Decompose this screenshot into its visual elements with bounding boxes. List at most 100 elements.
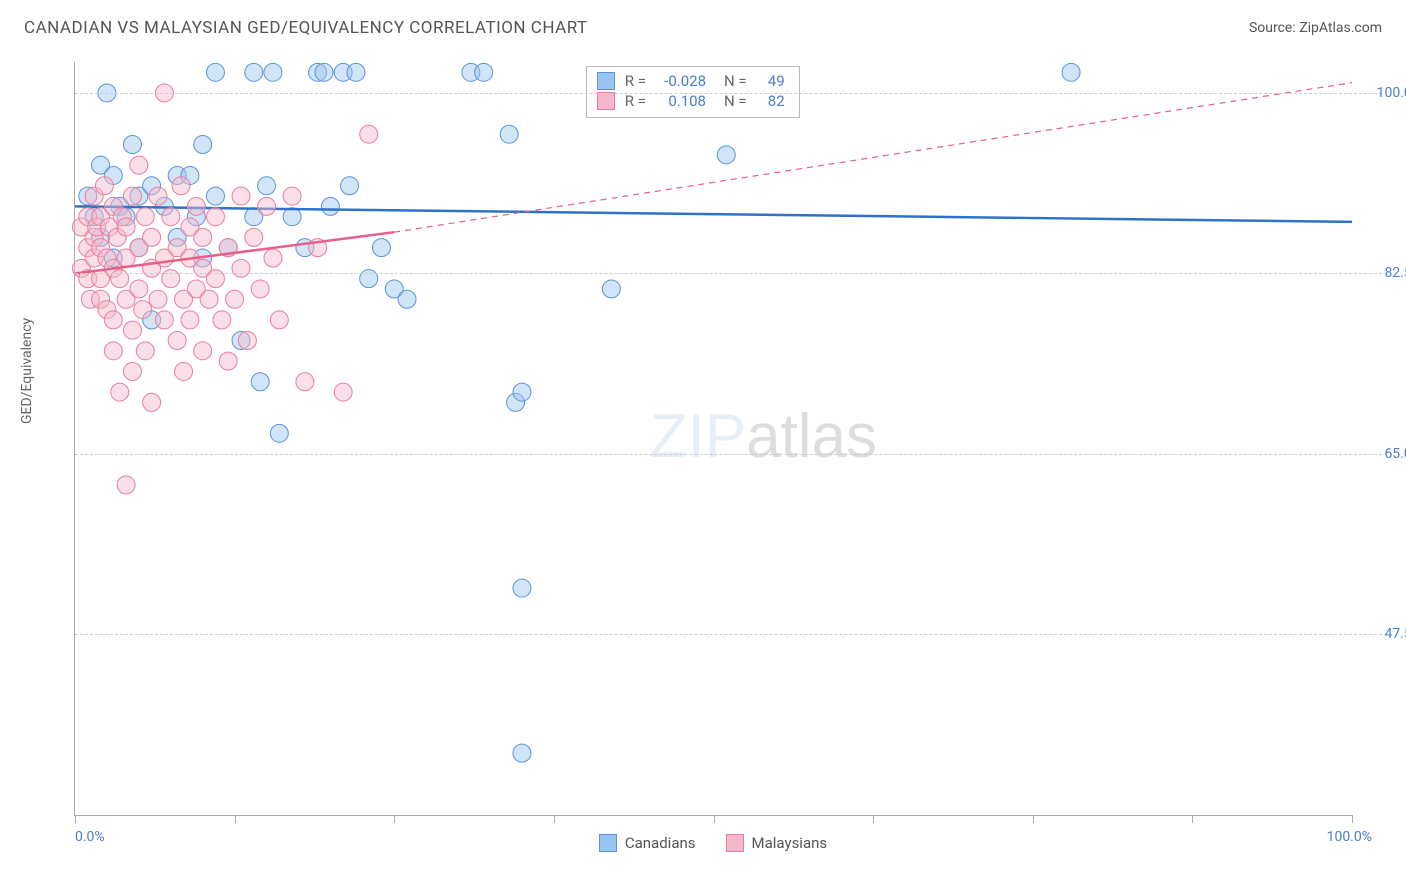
scatter-point bbox=[213, 311, 231, 329]
scatter-point bbox=[206, 208, 224, 226]
scatter-point bbox=[321, 197, 339, 215]
legend-swatch bbox=[599, 834, 617, 852]
chart-title: CANADIAN VS MALAYSIAN GED/EQUIVALENCY CO… bbox=[24, 18, 588, 38]
scatter-point bbox=[181, 311, 199, 329]
x-tick bbox=[1192, 815, 1193, 823]
scatter-point bbox=[270, 311, 288, 329]
x-tick bbox=[714, 815, 715, 823]
y-tick-label: 65.0% bbox=[1362, 446, 1406, 462]
bottom-legend: Canadians Malaysians bbox=[74, 834, 1352, 852]
scatter-point bbox=[717, 146, 735, 164]
stat-r-label: R = bbox=[625, 72, 646, 90]
legend-label: Malaysians bbox=[752, 834, 828, 852]
scatter-point bbox=[226, 290, 244, 308]
scatter-point bbox=[372, 239, 390, 257]
scatter-point bbox=[130, 156, 148, 174]
scatter-point bbox=[206, 187, 224, 205]
scatter-point bbox=[245, 63, 263, 81]
scatter-point bbox=[258, 177, 276, 195]
gridline bbox=[75, 273, 1382, 274]
scatter-point bbox=[1062, 63, 1080, 81]
scatter-point bbox=[143, 228, 161, 246]
gridline bbox=[75, 454, 1382, 455]
scatter-point bbox=[104, 342, 122, 360]
scatter-point bbox=[200, 290, 218, 308]
y-axis-label: GED/Equivalency bbox=[19, 318, 35, 424]
scatter-point bbox=[123, 187, 141, 205]
x-tick bbox=[554, 815, 555, 823]
legend-item: Malaysians bbox=[726, 834, 828, 852]
scatter-point bbox=[111, 270, 129, 288]
y-tick-label: 100.0% bbox=[1362, 85, 1406, 101]
stat-r-value: -0.028 bbox=[656, 72, 706, 90]
stat-n-value: 82 bbox=[757, 92, 785, 110]
scatter-point bbox=[149, 187, 167, 205]
gridline bbox=[75, 93, 1382, 94]
scatter-point bbox=[245, 228, 263, 246]
scatter-svg bbox=[75, 62, 1352, 815]
scatter-point bbox=[283, 208, 301, 226]
scatter-point bbox=[270, 424, 288, 442]
legend-item: Canadians bbox=[599, 834, 696, 852]
x-tick bbox=[1033, 815, 1034, 823]
scatter-point bbox=[123, 136, 141, 154]
scatter-point bbox=[206, 270, 224, 288]
legend-swatch bbox=[726, 834, 744, 852]
series-swatch bbox=[597, 92, 615, 110]
scatter-point bbox=[194, 342, 212, 360]
stat-r-label: R = bbox=[625, 92, 646, 110]
series-swatch bbox=[597, 72, 615, 90]
scatter-point bbox=[238, 332, 256, 350]
scatter-point bbox=[264, 249, 282, 267]
scatter-point bbox=[194, 136, 212, 154]
scatter-point bbox=[251, 373, 269, 391]
scatter-point bbox=[296, 373, 314, 391]
scatter-point bbox=[232, 187, 250, 205]
scatter-point bbox=[134, 301, 152, 319]
scatter-point bbox=[136, 342, 154, 360]
scatter-point bbox=[136, 208, 154, 226]
scatter-point bbox=[258, 197, 276, 215]
scatter-point bbox=[251, 280, 269, 298]
scatter-point bbox=[347, 63, 365, 81]
scatter-point bbox=[360, 270, 378, 288]
scatter-point bbox=[162, 270, 180, 288]
scatter-point bbox=[602, 280, 620, 298]
scatter-point bbox=[95, 177, 113, 195]
stats-row: R =-0.028N =49 bbox=[597, 71, 785, 91]
scatter-point bbox=[398, 290, 416, 308]
scatter-point bbox=[149, 290, 167, 308]
x-tick bbox=[235, 815, 236, 823]
scatter-point bbox=[111, 383, 129, 401]
stat-r-value: 0.108 bbox=[656, 92, 706, 110]
scatter-point bbox=[475, 63, 493, 81]
scatter-point bbox=[123, 362, 141, 380]
scatter-point bbox=[315, 63, 333, 81]
scatter-point bbox=[264, 63, 282, 81]
scatter-point bbox=[187, 197, 205, 215]
plot-area: ZIPatlas R =-0.028N =49R =0.108N =82 0.0… bbox=[74, 62, 1352, 816]
scatter-point bbox=[513, 744, 531, 762]
gridline bbox=[75, 634, 1382, 635]
scatter-point bbox=[104, 311, 122, 329]
scatter-point bbox=[155, 311, 173, 329]
y-tick-label: 47.5% bbox=[1362, 626, 1406, 642]
scatter-point bbox=[513, 579, 531, 597]
scatter-point bbox=[341, 177, 359, 195]
scatter-point bbox=[360, 125, 378, 143]
scatter-point bbox=[162, 208, 180, 226]
stats-row: R = 0.108 N = 82 bbox=[597, 91, 785, 111]
scatter-point bbox=[206, 63, 224, 81]
scatter-point bbox=[194, 228, 212, 246]
x-tick bbox=[1352, 815, 1353, 823]
scatter-point bbox=[219, 352, 237, 370]
scatter-point bbox=[172, 177, 190, 195]
scatter-point bbox=[232, 259, 250, 277]
stat-n-label: N = bbox=[724, 72, 747, 90]
x-tick bbox=[75, 815, 76, 823]
stat-n-label: N = bbox=[724, 92, 747, 110]
scatter-point bbox=[130, 280, 148, 298]
scatter-point bbox=[168, 332, 186, 350]
scatter-point bbox=[513, 383, 531, 401]
source-label: Source: ZipAtlas.com bbox=[1249, 20, 1382, 36]
